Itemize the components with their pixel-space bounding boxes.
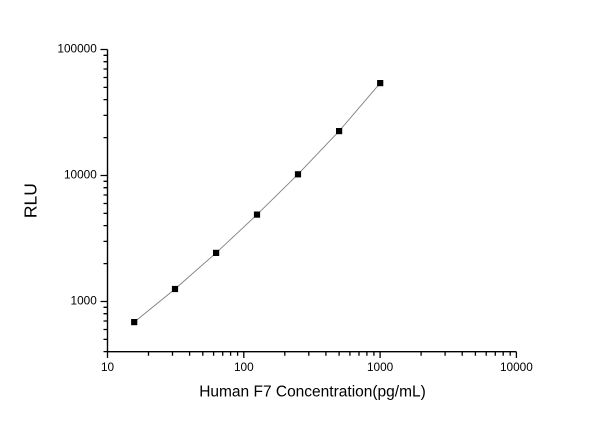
svg-text:10000: 10000 xyxy=(64,168,97,182)
svg-text:RLU: RLU xyxy=(21,183,41,218)
svg-text:10: 10 xyxy=(101,360,115,374)
svg-text:Human F7 Concentration(pg/mL): Human F7 Concentration(pg/mL) xyxy=(199,384,426,401)
svg-text:100: 100 xyxy=(234,360,254,374)
svg-text:10000: 10000 xyxy=(500,360,533,374)
svg-text:100000: 100000 xyxy=(57,42,97,56)
svg-text:1000: 1000 xyxy=(71,294,98,308)
svg-text:1000: 1000 xyxy=(367,360,394,374)
